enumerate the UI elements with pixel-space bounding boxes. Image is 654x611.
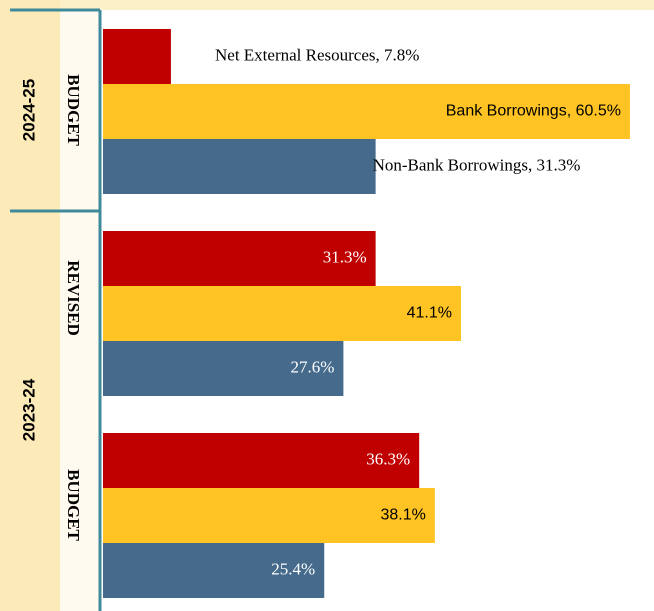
category-band bbox=[60, 10, 100, 611]
bar bbox=[103, 543, 325, 598]
bar bbox=[103, 29, 171, 84]
category-label: REVISED bbox=[64, 260, 83, 336]
bar bbox=[103, 139, 376, 194]
bar bbox=[103, 286, 461, 341]
year-band bbox=[0, 0, 60, 611]
bar bbox=[103, 488, 435, 543]
bar bbox=[103, 231, 376, 286]
data-label: Net External Resources, 7.8% bbox=[215, 45, 419, 64]
bar bbox=[103, 84, 630, 139]
bar bbox=[103, 341, 344, 396]
group-label: 2023-24 bbox=[19, 378, 38, 441]
data-label: 41.1% bbox=[407, 305, 452, 322]
group-label: 2024-25 bbox=[19, 79, 38, 141]
data-label: 27.6% bbox=[290, 357, 334, 376]
top-band bbox=[0, 0, 654, 10]
data-label: Non-Bank Borrowings, 31.3% bbox=[373, 155, 581, 174]
data-label: 38.1% bbox=[380, 507, 425, 524]
data-label: Bank Borrowings, 60.5% bbox=[446, 103, 621, 120]
category-label: BUDGET bbox=[64, 74, 83, 146]
data-label: 31.3% bbox=[323, 247, 367, 266]
category-label: BUDGET bbox=[64, 469, 83, 541]
data-label: 36.3% bbox=[366, 449, 410, 468]
bar bbox=[103, 433, 420, 488]
data-label: 25.4% bbox=[271, 559, 315, 578]
